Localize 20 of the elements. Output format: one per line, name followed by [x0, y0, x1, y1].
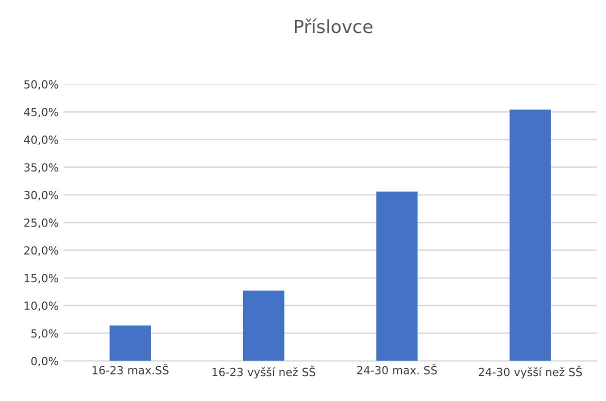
y-tick-label: 30,0% — [24, 190, 58, 200]
bar — [242, 290, 284, 361]
x-tick-label: 24-30 max. SŠ — [357, 364, 437, 374]
x-tick-label: 24-30 vyšší než SŠ — [478, 366, 582, 378]
y-tick-label: 40,0% — [24, 136, 58, 146]
y-tick-label: 5,0% — [31, 329, 58, 339]
y-tick-label: 35,0% — [24, 163, 58, 173]
y-tick-label: 50,0% — [24, 80, 58, 90]
y-tick-label: 10,0% — [24, 302, 58, 312]
chart-title: Příslovce — [294, 18, 372, 34]
y-tick-label: 0,0% — [31, 356, 58, 366]
y-tick-label: 25,0% — [24, 218, 58, 228]
bar — [110, 325, 151, 361]
bar — [510, 110, 551, 361]
y-tick-label: 20,0% — [24, 246, 58, 256]
y-tick-label: 45,0% — [24, 108, 58, 118]
x-tick-label: 16-23 vyšší než SŠ — [212, 366, 316, 378]
y-tick-label: 15,0% — [24, 274, 58, 284]
x-tick-label: 16-23 max.SŠ — [92, 364, 168, 374]
bar — [376, 192, 418, 361]
